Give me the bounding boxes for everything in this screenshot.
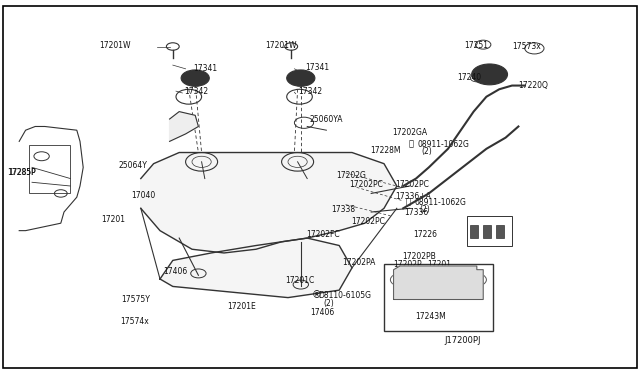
Text: 17406: 17406 bbox=[310, 308, 335, 317]
Text: 17338: 17338 bbox=[332, 205, 356, 214]
Text: 17201: 17201 bbox=[428, 260, 452, 269]
Text: 17228M: 17228M bbox=[370, 146, 401, 155]
Bar bbox=[419, 283, 427, 290]
Text: 17573x: 17573x bbox=[512, 42, 541, 51]
Text: 17243M: 17243M bbox=[415, 312, 445, 321]
Bar bbox=[29, 145, 70, 193]
Text: 17202G: 17202G bbox=[336, 171, 366, 180]
Text: 17202P: 17202P bbox=[394, 260, 422, 269]
Text: 17574x: 17574x bbox=[120, 317, 149, 326]
Text: 17336+A: 17336+A bbox=[396, 192, 431, 201]
Bar bbox=[496, 225, 504, 238]
Polygon shape bbox=[19, 126, 83, 231]
Polygon shape bbox=[394, 266, 483, 299]
Text: 17201E: 17201E bbox=[227, 302, 256, 311]
Text: 17202PC: 17202PC bbox=[351, 217, 385, 226]
Text: (2): (2) bbox=[419, 205, 430, 214]
Polygon shape bbox=[160, 238, 352, 298]
Text: (2): (2) bbox=[323, 299, 334, 308]
Text: 08911-1062G: 08911-1062G bbox=[414, 198, 466, 207]
Circle shape bbox=[181, 70, 209, 86]
Text: J17200PJ: J17200PJ bbox=[445, 336, 481, 345]
Text: 17202PC: 17202PC bbox=[396, 180, 429, 189]
Text: 17202PC: 17202PC bbox=[349, 180, 383, 189]
Text: Ⓝ: Ⓝ bbox=[408, 139, 413, 148]
Text: 17342: 17342 bbox=[298, 87, 323, 96]
Text: 17406: 17406 bbox=[163, 267, 188, 276]
Bar bbox=[467, 216, 512, 246]
Text: 17226: 17226 bbox=[413, 230, 437, 239]
Circle shape bbox=[472, 64, 508, 85]
Polygon shape bbox=[141, 153, 397, 253]
Text: 17575Y: 17575Y bbox=[122, 295, 150, 304]
Text: 25064Y: 25064Y bbox=[118, 161, 147, 170]
Bar bbox=[458, 283, 465, 290]
Text: 25060YA: 25060YA bbox=[309, 115, 342, 124]
Circle shape bbox=[287, 70, 315, 86]
Bar bbox=[384, 264, 493, 331]
Text: 17201W: 17201W bbox=[266, 41, 297, 50]
Bar bbox=[445, 283, 452, 290]
Text: 08911-1062G: 08911-1062G bbox=[417, 140, 469, 149]
Bar bbox=[419, 275, 427, 281]
Text: 17341: 17341 bbox=[193, 64, 218, 73]
Text: 17336: 17336 bbox=[404, 208, 429, 217]
Text: 17202FC: 17202FC bbox=[306, 230, 340, 239]
Text: 17251: 17251 bbox=[464, 41, 488, 50]
Text: 17040: 17040 bbox=[131, 191, 156, 200]
Text: 17220Q: 17220Q bbox=[518, 81, 548, 90]
Text: (2): (2) bbox=[421, 147, 432, 156]
Text: 17202GA: 17202GA bbox=[392, 128, 428, 137]
Text: 17201W: 17201W bbox=[99, 41, 131, 50]
Bar bbox=[432, 283, 440, 290]
Text: 17202PA: 17202PA bbox=[342, 258, 376, 267]
Text: ®: ® bbox=[312, 290, 321, 299]
Text: 17341: 17341 bbox=[305, 63, 330, 72]
Bar bbox=[406, 283, 414, 290]
Text: 17240: 17240 bbox=[458, 73, 482, 81]
Bar bbox=[483, 225, 491, 238]
Bar bbox=[406, 275, 414, 281]
Polygon shape bbox=[170, 112, 198, 141]
Text: 17342: 17342 bbox=[184, 87, 209, 96]
Bar bbox=[432, 275, 440, 281]
Text: 17201: 17201 bbox=[101, 215, 125, 224]
Bar bbox=[445, 275, 452, 281]
Text: 17285P: 17285P bbox=[8, 169, 36, 177]
Text: Ⓝ: Ⓝ bbox=[405, 197, 410, 206]
Text: D8110-6105G: D8110-6105G bbox=[318, 291, 371, 300]
Text: 17202PB: 17202PB bbox=[402, 252, 436, 261]
Bar bbox=[470, 225, 478, 238]
Text: 17285P: 17285P bbox=[8, 169, 35, 177]
Text: 17201C: 17201C bbox=[285, 276, 314, 285]
